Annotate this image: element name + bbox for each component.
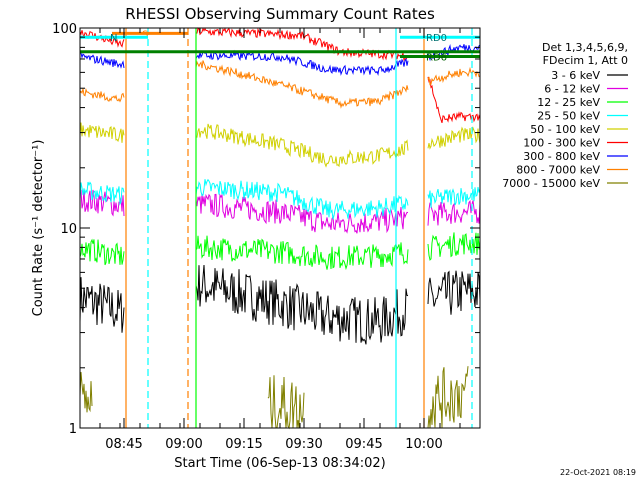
x-tick-label-1: 09:00 xyxy=(165,437,202,452)
y-tick-label-0: 1 xyxy=(69,422,77,437)
flag-label-4: RD6 xyxy=(426,53,447,64)
legend-label-1: 6 - 12 keV xyxy=(544,83,600,96)
flag-label-0: S xyxy=(142,29,148,40)
y-tick-label-2: 100 xyxy=(52,22,77,37)
chart-title: RHESSI Observing Summary Count Rates xyxy=(125,5,435,23)
series-trace-4 xyxy=(79,122,481,168)
legend-label-3: 25 - 50 keV xyxy=(537,110,600,123)
legend-label-2: 12 - 25 keV xyxy=(537,96,600,109)
series-trace-7 xyxy=(79,60,481,109)
y-axis-label: Count Rate (s⁻¹ detector⁻¹) xyxy=(31,140,46,317)
x-tick-label-2: 09:15 xyxy=(225,437,262,452)
series-trace-1 xyxy=(79,189,481,234)
series-trace-2 xyxy=(79,232,481,271)
legend-label-6: 300 - 800 keV xyxy=(523,150,600,163)
legend-label-7: 800 - 7000 keV xyxy=(516,164,600,177)
x-axis-label: Start Time (06-Sep-13 08:34:02) xyxy=(174,456,385,471)
footer-timestamp: 22-Oct-2021 08:19 xyxy=(560,468,636,477)
legend-label-5: 100 - 300 keV xyxy=(523,137,600,150)
axes: 08:45 09:00 09:15 09:30 09:45 10:00 1 10 100 xyxy=(52,22,481,452)
x-tick-label-4: 09:45 xyxy=(345,437,382,452)
data-traces xyxy=(79,27,481,430)
series-trace-0 xyxy=(79,264,481,345)
legend-label-0: 3 - 6 keV xyxy=(551,69,600,82)
x-tick-label-5: 10:00 xyxy=(405,437,442,452)
flag-label-1: N xyxy=(110,33,117,44)
x-tick-label-0: 08:45 xyxy=(105,437,142,452)
legend-header-1: FDecim 1, Att 0 xyxy=(543,54,628,67)
y-tick-label-1: 10 xyxy=(60,222,77,237)
series-trace-3 xyxy=(79,178,481,220)
legend-header-0: Det 1,3,4,5,6,9, xyxy=(542,41,628,54)
legend-label-8: 7000 - 15000 keV xyxy=(502,177,600,190)
x-tick-label-3: 09:30 xyxy=(285,437,322,452)
instrument-flags: S N RD0 RD6 xyxy=(80,29,480,64)
flag-label-2: RD0 xyxy=(426,33,447,44)
legend-label-4: 50 - 100 keV xyxy=(530,123,600,136)
legend: Det 1,3,4,5,6,9,FDecim 1, Att 0 3 - 6 keV… xyxy=(502,41,628,190)
